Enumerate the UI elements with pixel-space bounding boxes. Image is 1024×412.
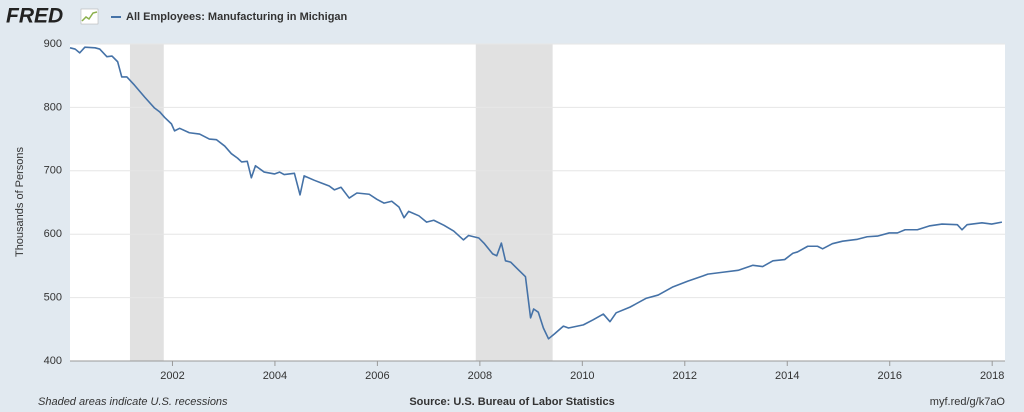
x-tick-label: 2010	[570, 370, 594, 382]
x-tick-label: 2014	[775, 370, 799, 382]
y-tick-label: 800	[44, 101, 62, 113]
x-tick-label: 2006	[365, 370, 389, 382]
source: Source: U.S. Bureau of Labor Statistics	[409, 396, 614, 408]
plot: 400 500 600 700 800 900 2002 2004 2006 2008 2010 20…	[44, 38, 1005, 382]
x-tick-label: 2016	[877, 370, 901, 382]
y-tick-label: 400	[44, 355, 62, 367]
x-tick-label: 2002	[160, 370, 184, 382]
legend-label: All Employees: Manufacturing in Michigan	[126, 11, 348, 23]
x-tick-label: 2004	[263, 370, 287, 382]
logo-icon	[80, 8, 99, 25]
y-tick-label: 900	[44, 38, 62, 50]
y-axis-label: Thousands of Persons	[14, 146, 26, 257]
link[interactable]: myf.red/g/k7aO	[930, 396, 1006, 408]
x-tick-label: 2018	[980, 370, 1004, 382]
x-tick-label: 2012	[673, 370, 697, 382]
logo: FRED	[6, 5, 63, 28]
y-tick-label: 500	[44, 292, 62, 304]
x-tick-label: 2008	[468, 370, 492, 382]
recession-band	[129, 44, 164, 361]
recession-band	[475, 44, 553, 361]
y-tick-label: 600	[44, 228, 62, 240]
series-line	[69, 46, 1003, 340]
note: Shaded areas indicate U.S. recessions	[38, 396, 228, 408]
y-tick-label: 700	[44, 165, 62, 177]
